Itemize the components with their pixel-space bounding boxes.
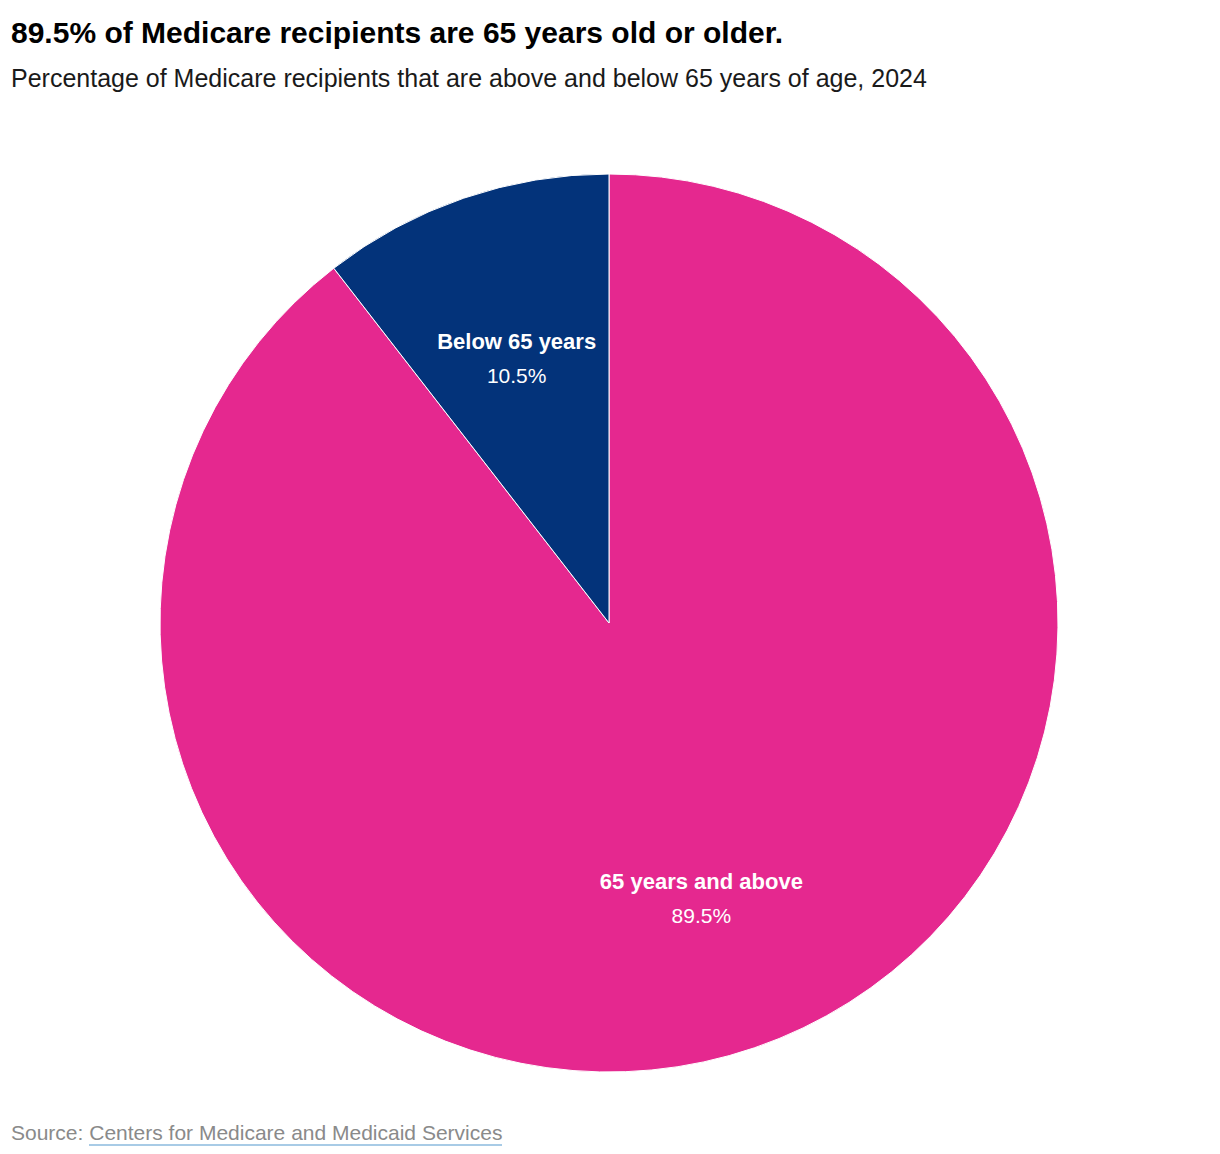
svg-text:89.5%: 89.5% bbox=[672, 904, 732, 927]
svg-text:65 years and above: 65 years and above bbox=[600, 869, 803, 894]
html-text:Source: Centers for Medicare a: Source: Centers for Medicare and Medicai… bbox=[11, 1121, 503, 1144]
svg-text:Below 65 years: Below 65 years bbox=[437, 329, 596, 354]
svg-text:10.5%: 10.5% bbox=[487, 364, 547, 387]
html-text:89.5% of Medicare recipients a: 89.5% of Medicare recipients are 65 year… bbox=[11, 16, 783, 49]
html-text:Percentage of Medicare recipie: Percentage of Medicare recipients that a… bbox=[11, 64, 927, 92]
